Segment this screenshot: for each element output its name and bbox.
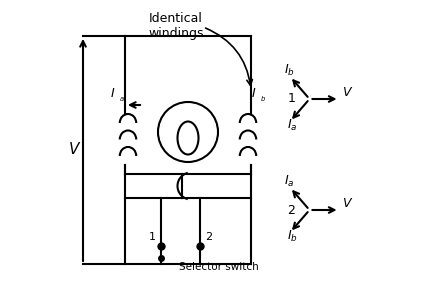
Text: 2: 2 xyxy=(206,232,213,242)
Text: Selector switch: Selector switch xyxy=(179,262,259,272)
Text: 1: 1 xyxy=(149,232,156,242)
Text: 2: 2 xyxy=(288,203,295,217)
Text: V: V xyxy=(343,197,351,210)
Text: 1: 1 xyxy=(288,92,295,106)
Text: $I_b$: $I_b$ xyxy=(287,229,298,244)
Text: $_b$: $_b$ xyxy=(260,94,266,104)
Text: V: V xyxy=(343,86,351,99)
Text: $I_a$: $I_a$ xyxy=(287,118,297,133)
Text: $_a$: $_a$ xyxy=(119,94,125,104)
Text: $I$: $I$ xyxy=(110,86,116,100)
Text: V: V xyxy=(69,142,79,158)
Text: $I_a$: $I_a$ xyxy=(284,173,294,189)
Text: $I_b$: $I_b$ xyxy=(284,62,295,78)
Text: $I$: $I$ xyxy=(251,86,257,100)
Text: Identical
windings: Identical windings xyxy=(148,12,204,40)
